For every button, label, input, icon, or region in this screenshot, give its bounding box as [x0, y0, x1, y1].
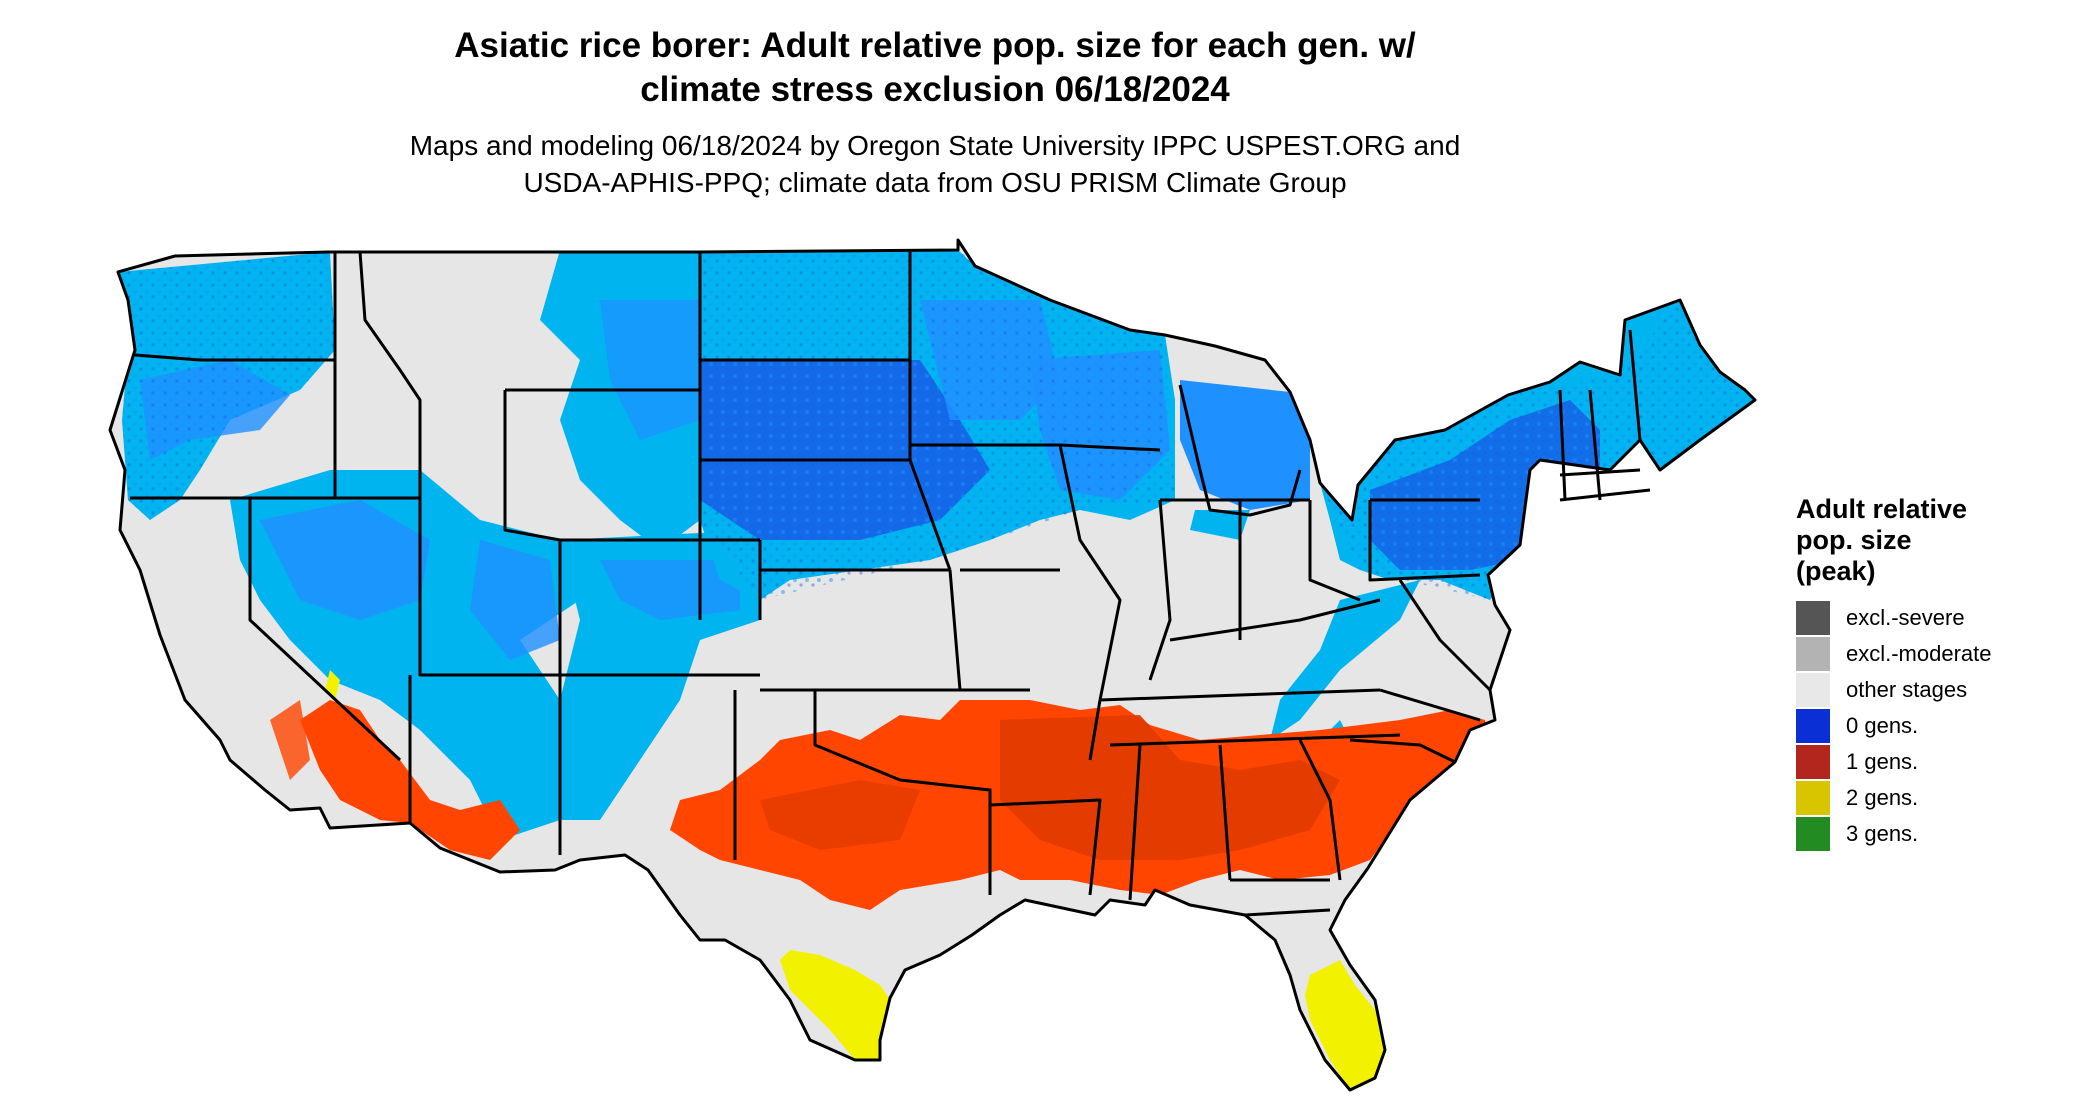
legend: Adult relative pop. size (peak) excl.-se… — [1796, 494, 2086, 852]
legend-title: Adult relative pop. size (peak) — [1796, 494, 2086, 587]
map-subtitle-line2: USDA-APHIS-PPQ; climate data from OSU PR… — [523, 167, 1347, 198]
zone-michigan — [1180, 380, 1310, 510]
map-subtitle-line1: Maps and modeling 06/18/2024 by Oregon S… — [409, 130, 1461, 161]
legend-label: 2 gens. — [1846, 785, 1919, 810]
legend-item-3-gens: 3 gens. — [1796, 816, 2086, 852]
state-borders — [108, 238, 1757, 1092]
legend-item-excl-moderate: excl.-moderate — [1796, 636, 2086, 672]
legend-swatch — [1796, 817, 1830, 851]
map-title-line2: climate stress exclusion 06/18/2024 — [640, 70, 1230, 109]
legend-label: 1 gens. — [1846, 749, 1919, 774]
legend-label: excl.-severe — [1846, 605, 1965, 630]
legend-item-excl-severe: excl.-severe — [1796, 600, 2086, 636]
legend-swatch — [1796, 709, 1830, 743]
legend-swatch — [1796, 781, 1830, 815]
legend-swatch — [1796, 673, 1830, 707]
legend-title-line2: pop. size — [1796, 525, 1912, 555]
legend-item-2-gens: 2 gens. — [1796, 780, 2086, 816]
map-title: Asiatic rice borer: Adult relative pop. … — [380, 24, 1490, 112]
legend-label: excl.-moderate — [1846, 641, 1992, 666]
map-title-line1: Asiatic rice borer: Adult relative pop. … — [454, 26, 1416, 65]
map-subtitle: Maps and modeling 06/18/2024 by Oregon S… — [330, 127, 1540, 201]
legend-label: 3 gens. — [1846, 821, 1919, 846]
legend-item-other-stages: other stages — [1796, 672, 2086, 708]
legend-title-line1: Adult relative — [1796, 494, 1968, 524]
legend-item-0-gens: 0 gens. — [1796, 708, 2086, 744]
legend-swatch — [1796, 745, 1830, 779]
legend-swatch — [1796, 637, 1830, 671]
zone-south-florida-two-gen — [1305, 960, 1385, 1090]
legend-swatch — [1796, 601, 1830, 635]
legend-item-1-gens: 1 gens. — [1796, 744, 2086, 780]
legend-label: 0 gens. — [1846, 713, 1919, 738]
legend-title-line3: (peak) — [1796, 556, 1876, 586]
zone-south-texas-two-gen — [780, 950, 890, 1060]
legend-label: other stages — [1846, 677, 1968, 702]
zone-appalachian — [1270, 580, 1420, 740]
